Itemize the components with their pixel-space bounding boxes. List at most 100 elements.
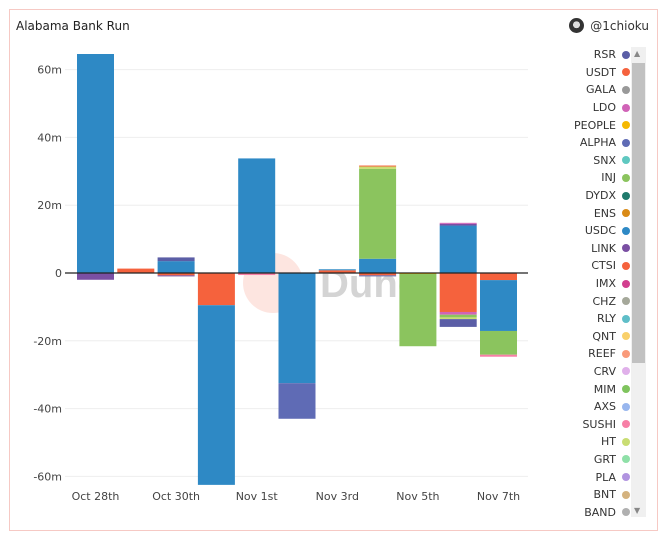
legend-label: SUSHI — [582, 417, 616, 431]
legend-dot — [622, 437, 630, 446]
bar-segment-usdc — [77, 54, 114, 274]
legend-item[interactable]: PEOPLE — [550, 116, 630, 134]
legend-label: BNT — [593, 488, 617, 502]
legend-dot — [622, 226, 630, 235]
legend-dot — [622, 138, 630, 147]
legend-label: LINK — [591, 241, 616, 255]
legend-item[interactable]: GALA — [550, 81, 630, 99]
bar-segment-ldo — [439, 311, 477, 315]
legend-item[interactable]: RSR — [550, 46, 630, 64]
bar-segment-inj — [480, 330, 517, 355]
bar-segment-usdc — [318, 269, 356, 271]
y-tick-label: 0 — [55, 267, 62, 280]
bar-segment-usdc — [278, 273, 316, 384]
legend-item[interactable]: SNX — [550, 152, 630, 170]
legend-label: USDC — [584, 224, 616, 238]
bar-segment-inj — [439, 314, 477, 318]
x-tick-label: Oct 30th — [152, 490, 200, 503]
chart-card: Alabama Bank Run @1chioku RSR USDT GALA LDO… — [9, 9, 658, 531]
bar-segment-sushi — [238, 273, 276, 276]
legend-scrollbar[interactable]: ▲ ▼ — [631, 47, 646, 517]
legend-item[interactable]: DYDX — [550, 187, 630, 205]
legend-dot — [622, 349, 630, 358]
legend-item[interactable]: REEF — [550, 345, 630, 363]
legend-item[interactable]: ALPHA — [550, 134, 630, 152]
bar-segment-usdc — [197, 305, 235, 485]
legend-dot — [622, 385, 630, 394]
bar-segment-usdt — [439, 273, 477, 312]
legend-dot — [622, 455, 630, 464]
legend-item[interactable]: QNT — [550, 328, 630, 346]
scroll-up-icon[interactable]: ▲ — [634, 49, 641, 58]
legend-label: GRT — [593, 452, 616, 466]
legend-item[interactable]: LINK — [550, 240, 630, 258]
legend-dot — [622, 261, 630, 270]
legend-item[interactable]: AXS — [550, 398, 630, 416]
y-tick-label: 40m — [37, 131, 62, 144]
legend-item[interactable]: USDC — [550, 222, 630, 240]
bar-segment-usdc — [157, 261, 195, 273]
legend-dot — [622, 332, 630, 341]
legend-item[interactable]: LDO — [550, 99, 630, 117]
legend-item[interactable]: BNT — [550, 486, 630, 504]
legend-item[interactable]: MIM — [550, 380, 630, 398]
x-tick-label: Nov 3rd — [316, 490, 359, 503]
legend-item[interactable]: INJ — [550, 169, 630, 187]
legend-label: BAND — [584, 505, 616, 516]
legend-label: HT — [601, 435, 616, 449]
legend-item[interactable]: HT — [550, 433, 630, 451]
legend-item[interactable]: IMX — [550, 275, 630, 293]
legend-item[interactable]: BAND — [550, 503, 630, 516]
legend-dot — [622, 402, 630, 411]
legend-dot — [622, 420, 630, 429]
legend-item[interactable]: CTSI — [550, 257, 630, 275]
y-tick-label: -20m — [33, 335, 62, 348]
bar-segment-usdt — [480, 273, 517, 281]
legend-dot — [622, 85, 630, 94]
scroll-down-icon[interactable]: ▼ — [634, 506, 641, 515]
legend-item[interactable]: RLY — [550, 310, 630, 328]
legend-item[interactable]: CHZ — [550, 292, 630, 310]
legend-label: MIM — [593, 382, 616, 396]
legend-label: PLA — [595, 470, 616, 484]
legend-dot — [622, 121, 630, 130]
legend-label: USDT — [585, 65, 616, 79]
legend-label: CRV — [593, 364, 616, 378]
bar-segment-link — [439, 223, 477, 226]
legend-dot — [622, 279, 630, 288]
legend-dot — [622, 297, 630, 306]
legend-dot — [622, 156, 630, 165]
bar-segment-usdt — [157, 273, 195, 276]
legend-item[interactable]: GRT — [550, 451, 630, 469]
bar-segment-rsr — [157, 257, 195, 262]
legend-label: PEOPLE — [574, 118, 616, 132]
legend-dot — [622, 50, 630, 59]
legend-label: AXS — [593, 400, 616, 414]
legend-dot — [622, 314, 630, 323]
legend-item[interactable]: USDT — [550, 64, 630, 82]
author[interactable]: @1chioku — [569, 18, 649, 33]
legend-item[interactable]: SUSHI — [550, 415, 630, 433]
scrollbar-thumb[interactable] — [632, 63, 645, 363]
legend-dot — [622, 490, 630, 499]
bar-segment-alpha — [359, 275, 397, 277]
legend-label: IMX — [595, 277, 616, 291]
author-name[interactable]: @1chioku — [590, 18, 649, 33]
legend-label: ENS — [593, 206, 616, 220]
y-tick-label: 20m — [37, 199, 62, 212]
bar-segment-usdc — [480, 280, 517, 331]
bar-segment-usdt — [359, 273, 397, 276]
legend-dot — [622, 473, 630, 482]
chart-title: Alabama Bank Run — [16, 19, 130, 33]
legend-dot — [622, 173, 630, 182]
bar-segment-usdc — [238, 158, 276, 273]
legend-item[interactable]: PLA — [550, 468, 630, 486]
legend-dot — [622, 191, 630, 200]
legend-label: LDO — [592, 101, 616, 115]
legend-item[interactable]: ENS — [550, 204, 630, 222]
legend-item[interactable]: CRV — [550, 363, 630, 381]
bar-segment-link — [77, 273, 114, 280]
bar-segment-alpha — [278, 383, 316, 419]
y-tick-label: -60m — [33, 470, 62, 483]
